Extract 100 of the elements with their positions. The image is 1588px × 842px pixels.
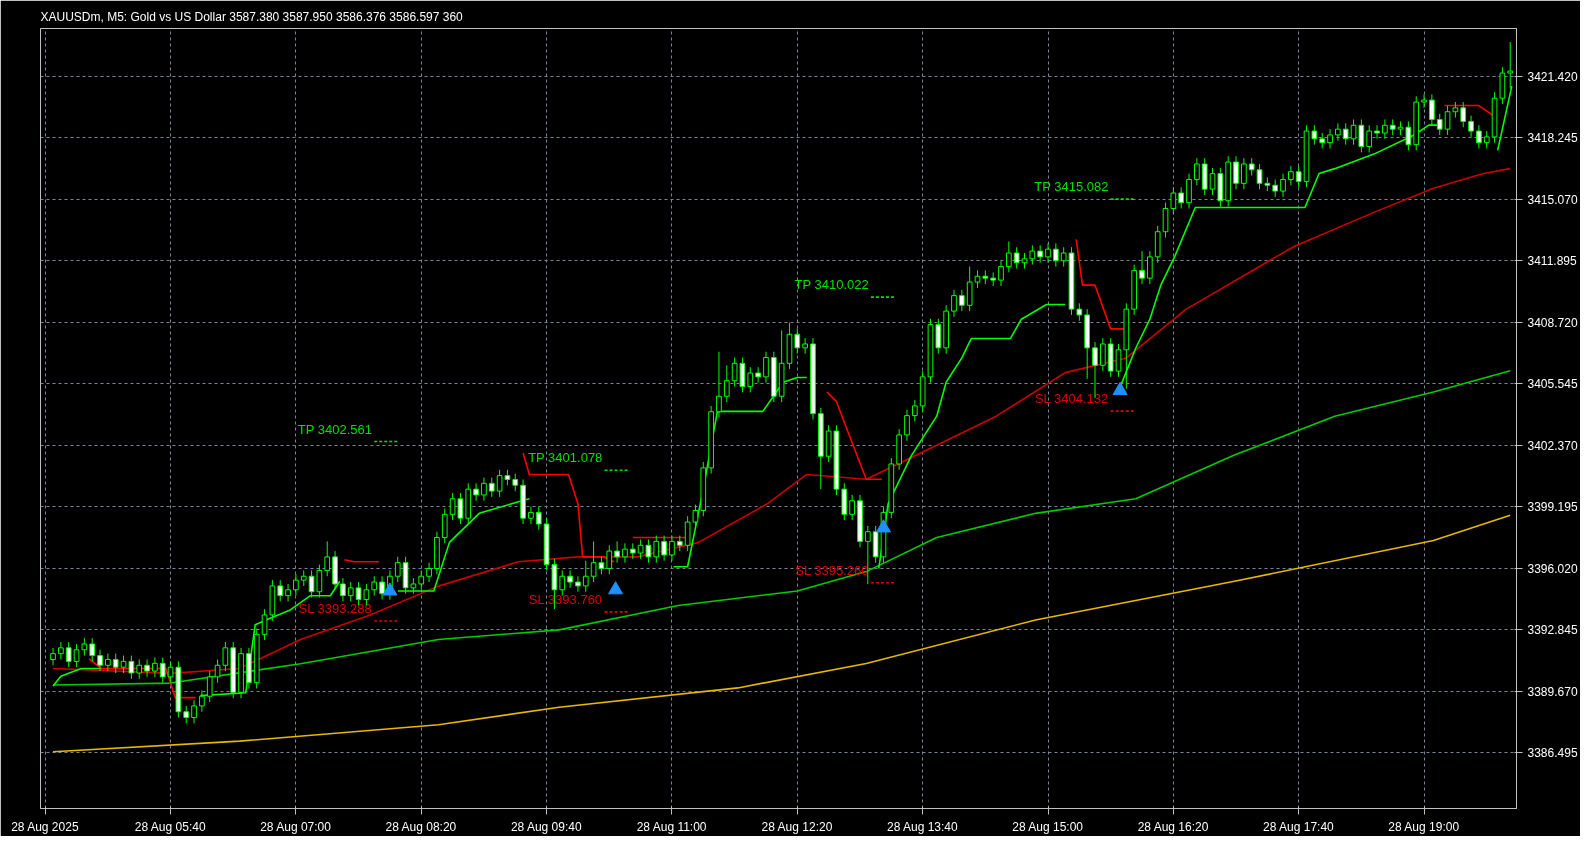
candlestick: [144, 658, 150, 678]
y-tick-label: 3392.845: [1527, 623, 1578, 638]
candlestick: [285, 583, 291, 602]
y-tick-label: 3396.020: [1527, 561, 1578, 576]
candlestick: [904, 409, 910, 442]
x-tick-label: 28 Aug 08:20: [385, 819, 457, 834]
y-tick-label: 3402.370: [1527, 438, 1578, 453]
candlestick: [606, 544, 613, 575]
x-tick-label: 28 Aug 12:20: [761, 819, 833, 834]
candlestick: [1460, 101, 1467, 128]
point: [382, 582, 398, 596]
candlestick: [966, 266, 973, 312]
candlestick: [473, 482, 479, 502]
candlestick: [1241, 157, 1247, 190]
series-label: TP 3401.078: [528, 450, 603, 466]
candlestick: [1052, 242, 1059, 268]
x-tick-label: 28 Aug 07:00: [260, 819, 332, 834]
candlestick: [1476, 124, 1482, 149]
x-tick-label: 28 Aug 2025: [11, 819, 79, 834]
candlestick: [1256, 163, 1263, 190]
point: [608, 581, 624, 595]
candlestick: [441, 508, 448, 544]
candlestick: [73, 643, 80, 668]
candlestick: [481, 477, 487, 502]
point: [1112, 381, 1128, 395]
candlestick: [1421, 93, 1427, 109]
candlestick: [958, 289, 965, 312]
candlestick: [50, 647, 56, 666]
candlestick: [747, 366, 754, 393]
candlestick: [1327, 128, 1333, 149]
candlestick: [488, 477, 495, 498]
y-tick-label: 3405.545: [1527, 377, 1578, 392]
candlestick: [379, 575, 385, 600]
series-label: TP 3415.082: [1034, 179, 1109, 195]
series-label: SL 3393.288: [298, 600, 372, 616]
candlestick: [1139, 250, 1145, 285]
line-series: [826, 391, 883, 481]
line-series: [52, 369, 1512, 686]
candlestick: [1060, 246, 1067, 268]
candlestick: [1374, 124, 1380, 140]
candlestick: [1295, 165, 1302, 188]
y-tick-label: 3421.420: [1527, 70, 1578, 84]
candlestick: [802, 337, 808, 355]
candlestick: [277, 579, 284, 602]
candlestick: [426, 562, 432, 583]
candlestick: [1342, 122, 1349, 146]
candlestick: [1115, 343, 1122, 378]
y-tick-label: 3411.895: [1527, 254, 1577, 269]
candlestick: [1029, 244, 1036, 266]
candlestick: [371, 575, 378, 597]
candlestick: [1233, 155, 1239, 190]
candlestick: [1045, 242, 1051, 264]
line-series: [52, 514, 1512, 753]
y-tick-label: 3399.195: [1527, 500, 1578, 515]
candlestick: [794, 328, 801, 355]
candlestick: [684, 515, 691, 552]
candlestick: [582, 560, 589, 593]
chart-title: XAUUSDm, M5: Gold vs US Dollar 3587.380 3587.950 3586.376 3586.597 360: [40, 9, 464, 24]
candlestick: [1178, 186, 1185, 209]
candlestick: [1005, 240, 1012, 273]
candlestick: [669, 535, 675, 562]
candlestick: [723, 364, 730, 403]
candlestick: [136, 658, 143, 680]
candlestick: [105, 653, 111, 672]
y-tick-label: 3408.720: [1527, 315, 1578, 330]
candlestick: [535, 506, 542, 531]
x-tick-label: 28 Aug 16:20: [1137, 819, 1209, 834]
candlestick: [152, 657, 158, 678]
candlestick: [763, 351, 769, 384]
candlestick: [1335, 122, 1341, 142]
y-tick-label: 3415.070: [1527, 192, 1578, 207]
candlestick: [191, 699, 197, 724]
y-tick-label: 3386.495: [1527, 745, 1578, 760]
candlestick: [755, 366, 761, 384]
x-tick-label: 28 Aug 15:00: [1012, 819, 1084, 834]
candlestick: [661, 535, 667, 562]
candlestick: [324, 540, 331, 577]
candlestick: [214, 658, 221, 684]
series-label: SL 3404.132: [1034, 391, 1109, 407]
candlestick: [159, 657, 166, 684]
candlestick: [849, 494, 855, 521]
x-tick-label: 28 Aug 19:00: [1388, 819, 1460, 834]
candlestick: [692, 504, 699, 529]
candlestick: [1099, 337, 1106, 372]
candlestick: [567, 569, 573, 589]
series-label: TP 3410.022: [794, 277, 869, 293]
candlestick: [65, 641, 72, 668]
candlestick: [951, 289, 957, 318]
candlestick: [1444, 105, 1451, 136]
candlestick: [1280, 173, 1286, 198]
candlestick: [614, 540, 620, 564]
candlestick: [559, 569, 566, 597]
candlestick: [347, 581, 354, 602]
candlestick: [1194, 157, 1200, 186]
candlestick: [653, 535, 660, 564]
y-tick-label: 3418.245: [1527, 131, 1578, 146]
x-tick-label: 28 Aug 11:00: [636, 819, 707, 834]
x-tick-label: 28 Aug 13:40: [886, 819, 959, 834]
candlestick: [1468, 115, 1474, 138]
candlestick: [1288, 165, 1294, 186]
